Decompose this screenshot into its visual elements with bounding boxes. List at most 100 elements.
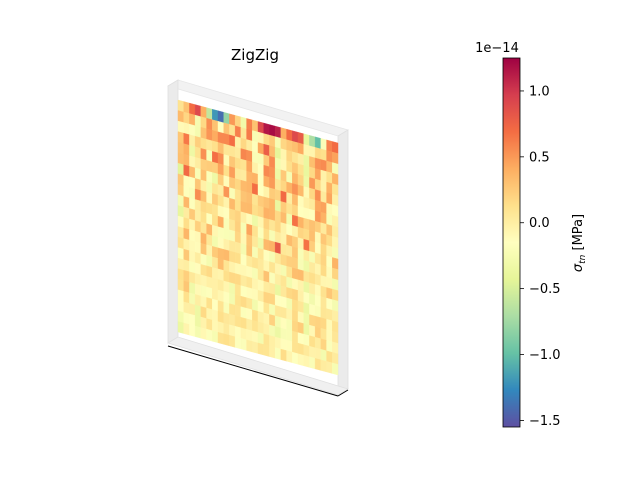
surface-cell — [274, 252, 282, 265]
surface-cell — [332, 257, 339, 270]
surface-cell — [280, 137, 287, 151]
surface-cell — [240, 116, 247, 130]
surface-cell — [263, 291, 270, 305]
surface-cell — [269, 124, 276, 137]
surface-cell — [200, 200, 207, 214]
surface-cell — [314, 273, 322, 287]
surface-cell — [223, 206, 230, 220]
surface-cell — [183, 111, 190, 125]
surface-cell — [332, 299, 339, 312]
surface-cell — [309, 335, 316, 349]
surface-cell — [309, 166, 316, 180]
surface-cell — [252, 140, 259, 154]
surface-cell — [177, 120, 184, 134]
surface-cell — [280, 222, 287, 235]
surface-cell — [246, 265, 253, 279]
surface-cell — [274, 326, 282, 339]
surface-cell — [194, 220, 202, 233]
surface-cell — [292, 151, 299, 165]
surface-cell — [200, 295, 207, 309]
surface-cell — [292, 320, 299, 333]
surface-cell — [269, 293, 276, 306]
surface-cell — [246, 170, 253, 184]
surface-cell — [234, 157, 242, 170]
surface-cell — [269, 208, 276, 222]
surface-cell — [269, 250, 276, 264]
surface-cell — [263, 133, 270, 146]
surface-cell — [194, 273, 202, 286]
surface-cell — [229, 261, 236, 274]
surface-cell — [223, 322, 230, 336]
surface-cell — [223, 122, 230, 136]
surface-cell — [320, 349, 327, 362]
surface-cell — [200, 158, 207, 172]
surface-cell — [326, 340, 333, 353]
surface-cell — [223, 312, 230, 325]
surface-cell — [263, 175, 270, 189]
surface-cell — [314, 220, 322, 234]
surface-cell — [303, 217, 310, 231]
surface-cell — [177, 205, 184, 218]
surface-cell — [332, 320, 339, 334]
colorbar-tick-label: 0.5 — [529, 150, 550, 165]
surface-cell — [240, 127, 247, 140]
surface-cell — [223, 164, 230, 178]
surface-cell — [297, 131, 304, 145]
surface-cell — [177, 268, 184, 282]
surface-cell — [212, 172, 219, 185]
surface-cell — [229, 197, 236, 211]
surface-cell — [320, 222, 327, 236]
floor-pane — [167, 336, 349, 396]
surface-cell — [229, 313, 236, 327]
surface-cell — [246, 149, 253, 163]
surface-cell — [189, 292, 196, 306]
surface-cell — [309, 251, 316, 264]
surface-cell — [252, 320, 259, 333]
surface-cell — [274, 241, 282, 255]
surface-cell — [274, 231, 282, 244]
surface-cell — [332, 246, 339, 260]
surface-cell — [234, 231, 242, 244]
surface-cell — [320, 254, 327, 267]
surface-cell — [240, 264, 247, 277]
surface-cell — [252, 130, 259, 143]
surface-cell — [280, 275, 287, 288]
surface-cell — [240, 169, 247, 182]
surface-cell — [263, 270, 270, 284]
surface-cell — [280, 180, 287, 193]
surface-cell — [183, 238, 190, 251]
surface-cell — [286, 150, 293, 163]
surface-cell — [229, 303, 236, 316]
surface-cell — [280, 348, 287, 362]
surface-cell — [314, 178, 322, 192]
surface-cell — [269, 282, 276, 296]
surface-cell — [274, 305, 282, 318]
surface-cell — [326, 224, 333, 237]
surface-cell — [332, 225, 339, 239]
surface-cell — [234, 115, 242, 128]
surface-cell — [194, 114, 202, 128]
surface-cell — [217, 258, 224, 271]
surface-cell — [183, 132, 190, 146]
surface-cell — [274, 336, 282, 350]
surface-cell — [200, 306, 207, 319]
surface-cell — [332, 341, 339, 355]
surface-cell — [320, 233, 327, 246]
surface-cell — [194, 262, 202, 276]
surface-cell — [234, 167, 242, 181]
surface-cell — [309, 314, 316, 327]
surface-cell — [320, 359, 327, 373]
surface-cell — [297, 279, 304, 293]
chart-title: ZigZig — [231, 46, 279, 64]
surface-cell — [309, 240, 316, 254]
stress-surface — [177, 99, 339, 376]
surface-cell — [314, 358, 322, 371]
surface-cell — [206, 223, 213, 237]
surface-cell — [189, 134, 196, 148]
surface-cell — [303, 291, 310, 305]
surface-cell — [177, 99, 184, 113]
surface-cell — [286, 139, 293, 153]
surface-cell — [183, 206, 190, 220]
surface-cell — [240, 274, 247, 288]
surface-cell — [206, 265, 213, 279]
